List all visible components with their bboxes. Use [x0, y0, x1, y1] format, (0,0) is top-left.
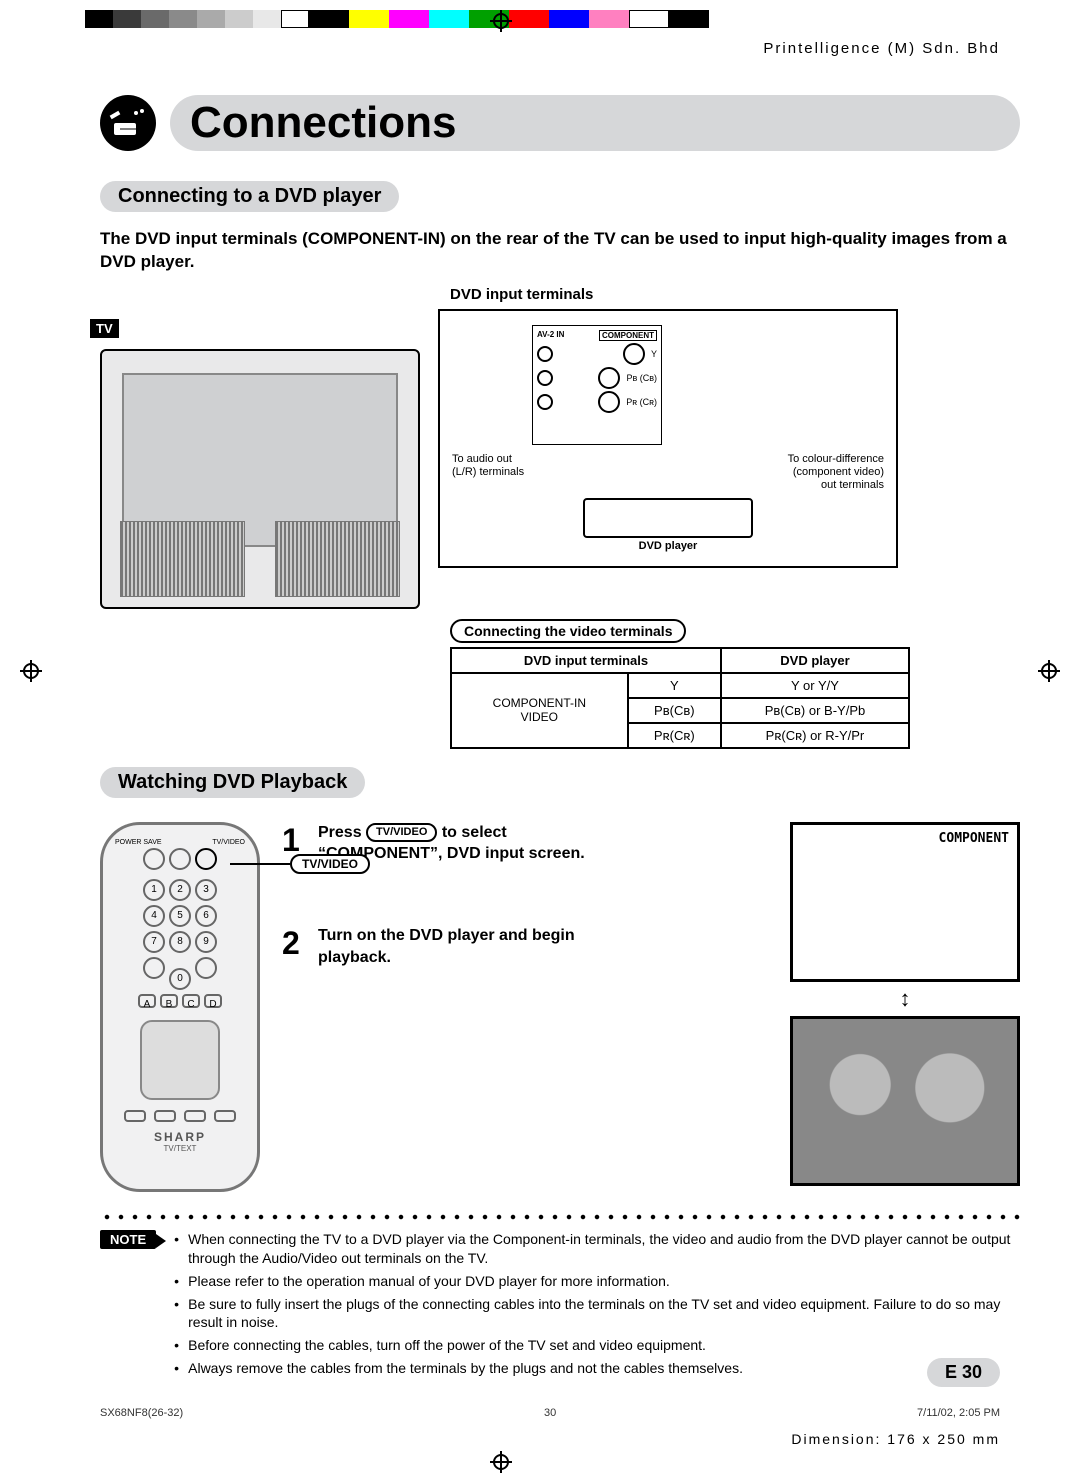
note-list: When connecting the TV to a DVD player v…	[170, 1230, 1020, 1382]
terminal-mapping-table: DVD input terminals DVD player COMPONENT…	[450, 647, 910, 749]
th-dvd-player: DVD player	[721, 648, 909, 673]
audio-out-note: To audio out (L/R) terminals	[452, 453, 524, 493]
dvd-player-label: DVD player	[452, 540, 884, 552]
playback-photo-preview	[790, 1016, 1020, 1186]
note-badge: NOTE	[100, 1230, 156, 1249]
page-title-row: Connections	[100, 95, 1020, 151]
tv-tag: TV	[90, 319, 119, 338]
tvvideo-inline-pill: TV/VIDEO	[366, 823, 437, 842]
note-item: Please refer to the operation manual of …	[174, 1272, 1020, 1291]
tv-rear-diagram	[100, 349, 420, 609]
component-out-note: To colour-difference (component video) o…	[788, 453, 884, 493]
steps-column: 1 Press TV/VIDEO to select “COMPONENT”, …	[282, 822, 768, 1192]
step-text-pre: Press	[318, 824, 362, 841]
remote-control-diagram: POWER SAVE TV/VIDEO 123 456 789 0 ABCD	[100, 822, 260, 1192]
remote-label: POWER SAVE	[115, 839, 162, 846]
footer-dimension: Dimension: 176 x 250 mm	[791, 1431, 1000, 1447]
dvd-player-diagram	[583, 498, 753, 538]
section-heading-dvd-connect: Connecting to a DVD player	[100, 181, 399, 212]
remote-label: TV/VIDEO	[212, 839, 245, 846]
step-number: 2	[282, 925, 308, 962]
remote-brand: SHARP	[115, 1130, 245, 1144]
registration-mark-icon	[20, 660, 42, 682]
panel-header-right: COMPONENT	[599, 330, 657, 341]
tvvideo-pill: TV/VIDEO	[290, 854, 370, 874]
footer-right: 7/11/02, 2:05 PM	[917, 1407, 1000, 1419]
section-lead: The DVD input terminals (COMPONENT-IN) o…	[100, 228, 1020, 274]
footer-meta: SX68NF8(26-32) 30 7/11/02, 2:05 PM	[100, 1407, 1000, 1419]
component-in-panel: AV-2 IN COMPONENT YPʙ (Cʙ)Pʀ (Cʀ)	[532, 325, 662, 445]
company-name: Printelligence (M) Sdn. Bhd	[763, 40, 1000, 57]
screen-tag: COMPONENT	[939, 831, 1009, 846]
section-heading-playback: Watching DVD Playback	[100, 767, 365, 798]
terminal-diagram: AV-2 IN COMPONENT YPʙ (Cʙ)Pʀ (Cʀ) To aud…	[438, 309, 898, 569]
note-item: Be sure to fully insert the plugs of the…	[174, 1295, 1020, 1333]
registration-mark-icon	[490, 10, 512, 32]
connecting-terminals-subhead: Connecting the video terminals	[450, 619, 686, 643]
page-number: E 30	[927, 1358, 1000, 1387]
component-screen-preview: COMPONENT	[790, 822, 1020, 982]
panel-header-left: AV-2 IN	[537, 330, 564, 341]
page-title: Connections	[190, 98, 456, 148]
th-dvd-input: DVD input terminals	[451, 648, 721, 673]
note-item: When connecting the TV to a DVD player v…	[174, 1230, 1020, 1268]
updown-arrow-icon: ↕	[790, 986, 1020, 1012]
note-item: Before connecting the cables, turn off t…	[174, 1336, 1020, 1355]
step-text: Turn on the DVD player and begin playbac…	[318, 925, 618, 968]
print-color-bar	[85, 10, 709, 28]
footer-left: SX68NF8(26-32)	[100, 1407, 183, 1419]
dotted-divider	[100, 1214, 1020, 1220]
note-item: Always remove the cables from the termin…	[174, 1359, 1020, 1378]
screen-previews: COMPONENT ↕	[790, 822, 1020, 1192]
terminals-label: DVD input terminals	[450, 286, 1020, 303]
step-2: 2 Turn on the DVD player and begin playb…	[282, 925, 768, 968]
remote-callout: TV/VIDEO	[230, 854, 370, 874]
remote-sublabel: TV/TEXT	[115, 1144, 245, 1153]
footer-center: 30	[544, 1407, 556, 1419]
registration-mark-icon	[490, 1451, 512, 1473]
registration-mark-icon	[1038, 660, 1060, 682]
connections-icon	[100, 95, 156, 151]
